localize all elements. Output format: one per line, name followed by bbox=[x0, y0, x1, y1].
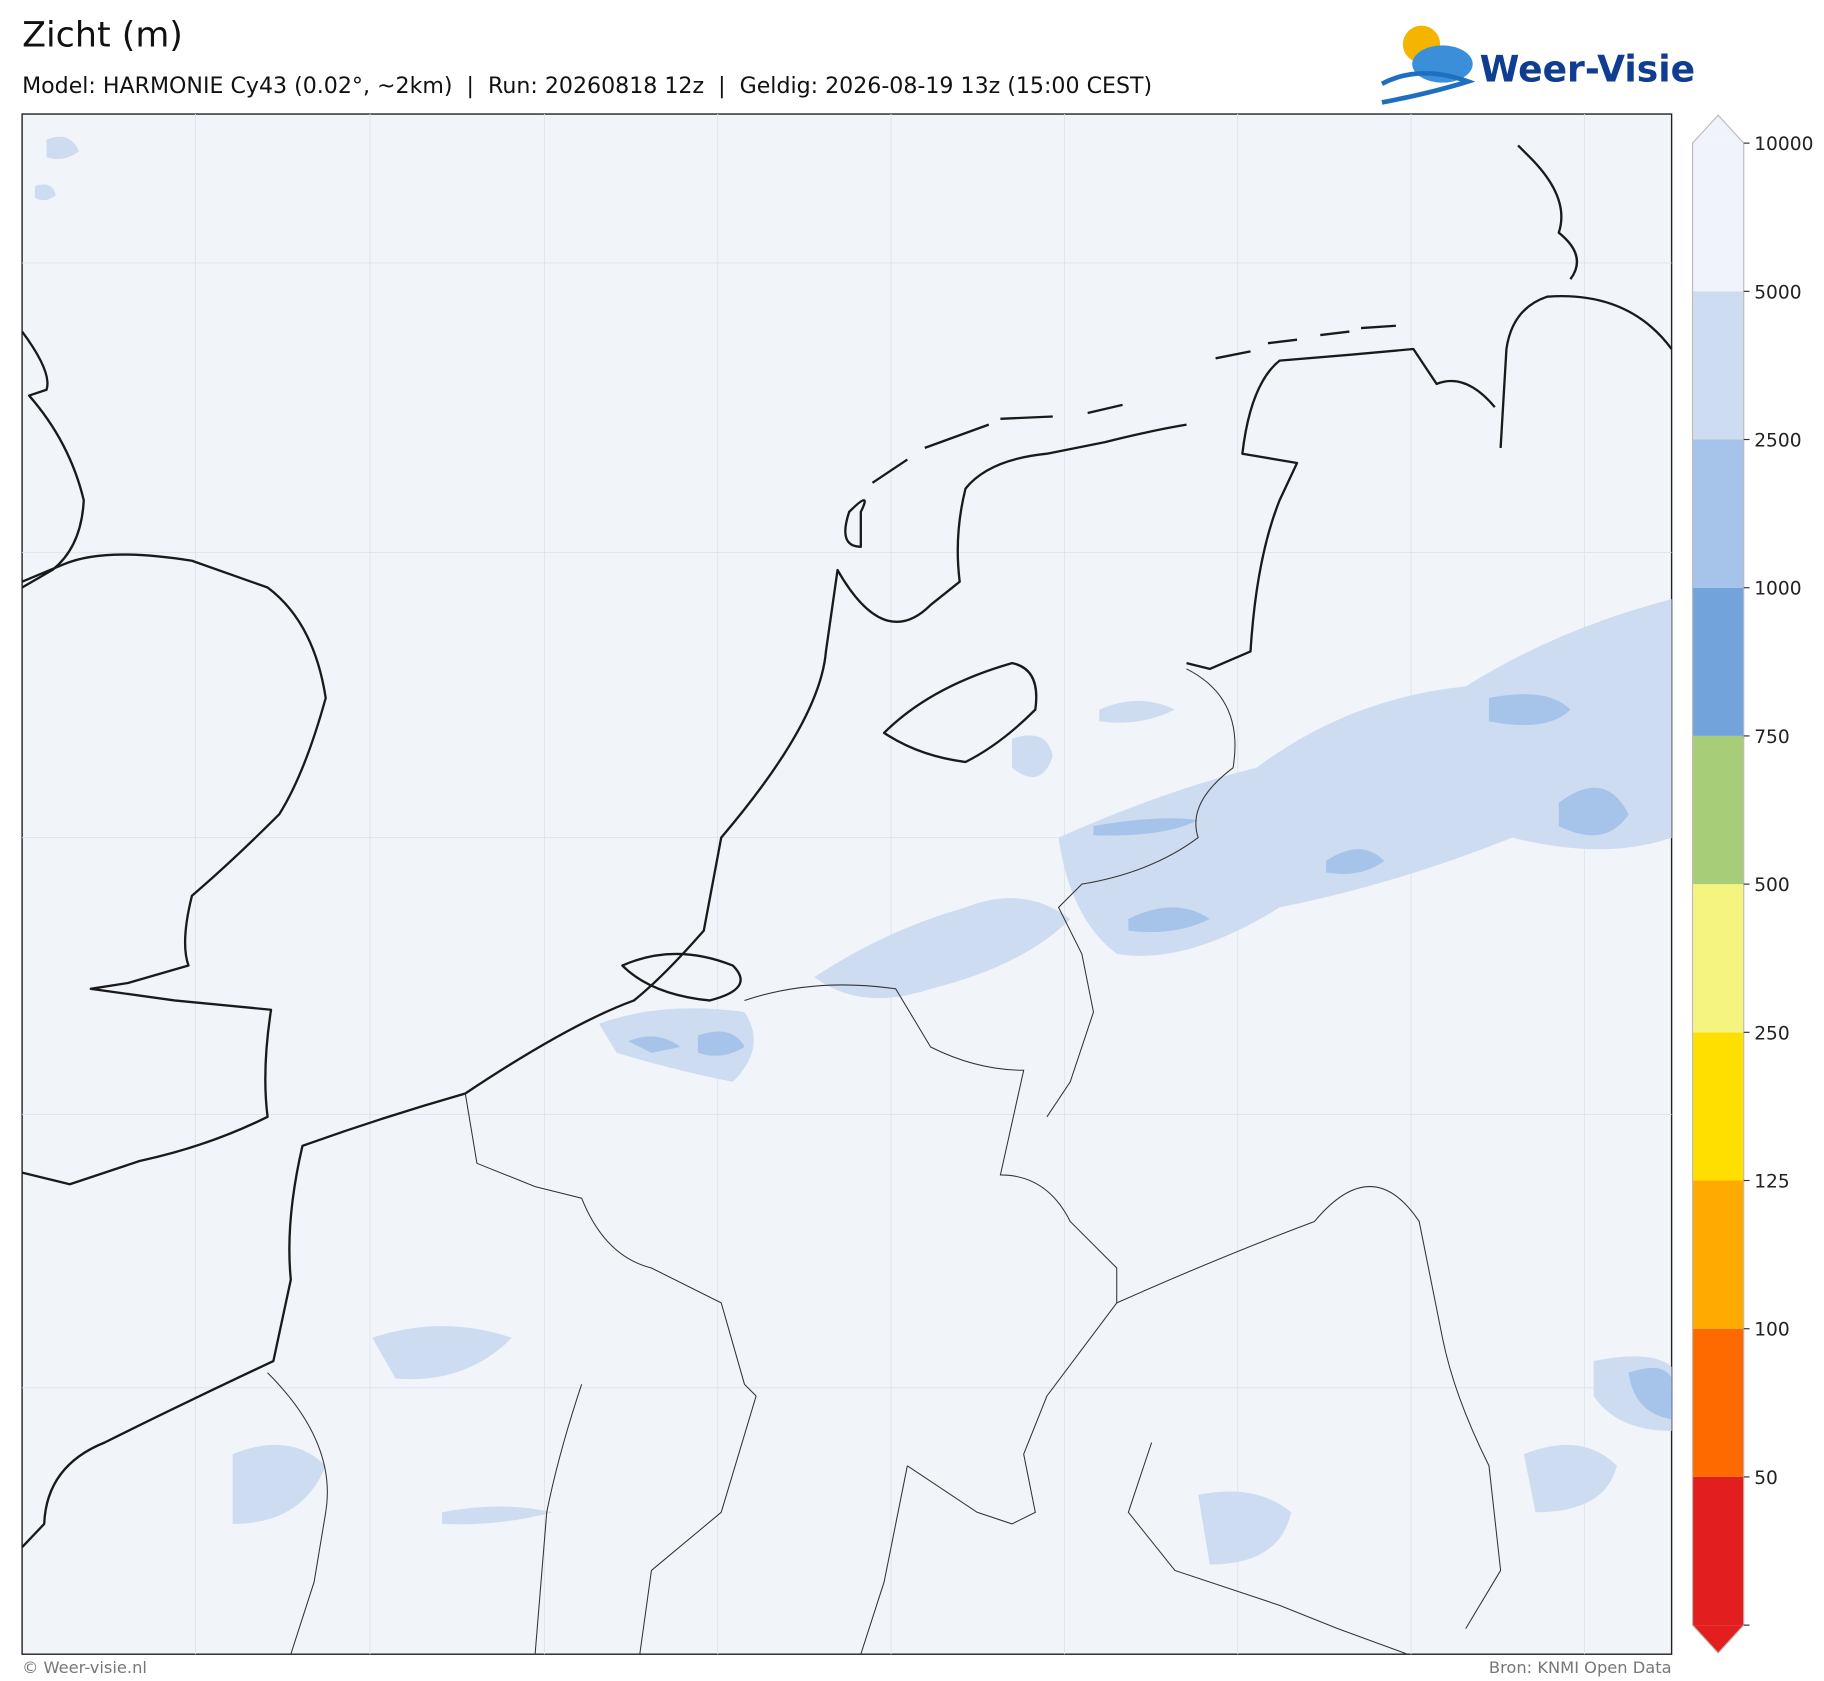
footer-credit: © Weer-visie.nl bbox=[22, 1658, 147, 1677]
colorbar-band bbox=[1692, 143, 1744, 292]
map bbox=[21, 113, 1673, 1655]
colorbar-band bbox=[1692, 587, 1744, 736]
visibility-fields bbox=[34, 136, 1672, 1565]
colorbar-tick-label: 500 bbox=[1754, 875, 1790, 896]
colorbar-band bbox=[1692, 735, 1744, 885]
colorbar-tick-label: 125 bbox=[1754, 1172, 1790, 1193]
colorbar-band bbox=[1692, 1328, 1744, 1477]
colorbar-tick-label: 10000 bbox=[1754, 134, 1813, 155]
colorbar-extend-high bbox=[1692, 115, 1744, 144]
colorbar-band bbox=[1692, 884, 1744, 1033]
subtitle: Model: HARMONIE Cy43 (0.02°, ~2km) | Run… bbox=[22, 73, 1152, 99]
colorbar-tick-label: 1000 bbox=[1754, 579, 1801, 600]
colorbar-tick-label: 250 bbox=[1754, 1023, 1790, 1044]
coastlines bbox=[21, 144, 1673, 1548]
colorbar-band bbox=[1692, 439, 1744, 588]
colorbar-band bbox=[1692, 1180, 1744, 1329]
colorbar-tick-label: 100 bbox=[1754, 1320, 1790, 1341]
graticule bbox=[22, 114, 1672, 1655]
colorbar-band bbox=[1692, 1032, 1744, 1181]
colorbar: 50 100 125 250 500 750 1000 2500 5000 10000 bbox=[1691, 114, 1813, 1654]
colorbar-extend-low bbox=[1692, 1625, 1744, 1654]
colorbar-tick-label: 50 bbox=[1754, 1468, 1778, 1489]
colorbar-tick-label: 2500 bbox=[1754, 431, 1801, 452]
borders bbox=[267, 668, 1502, 1655]
colorbar-band bbox=[1692, 291, 1744, 440]
logo: Weer-Visie bbox=[1380, 25, 1695, 105]
logo-text: Weer-Visie bbox=[1480, 48, 1695, 90]
colorbar-tick-label: 750 bbox=[1754, 727, 1790, 748]
title: Zicht (m) bbox=[22, 16, 183, 56]
colorbar-band bbox=[1692, 1476, 1744, 1626]
colorbar-tick-label: 5000 bbox=[1754, 282, 1801, 303]
footer-source: Bron: KNMI Open Data bbox=[1489, 1658, 1672, 1677]
